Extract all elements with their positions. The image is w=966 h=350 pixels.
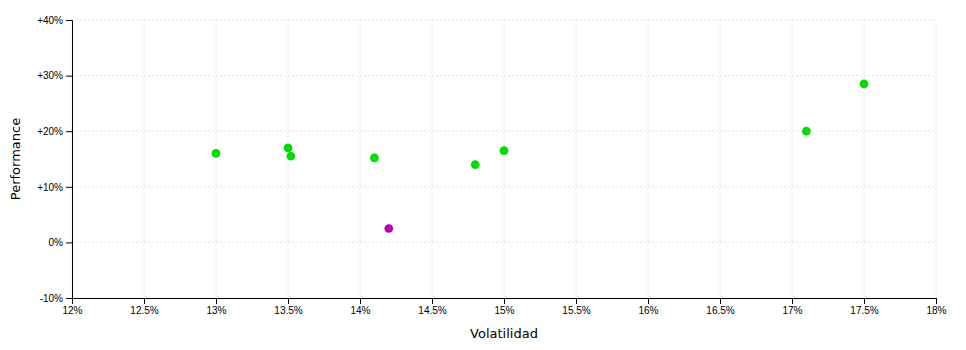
tick-label: 16.5% <box>706 305 734 316</box>
tick: 17% <box>782 298 802 316</box>
tick-label: 15% <box>494 305 514 316</box>
tick-mark <box>66 187 72 188</box>
x-axis: 12% 12.5% 13% 13.5% 14% 14.5% 15% 15.5% 16% 16.5%… <box>62 298 946 316</box>
grid-line <box>576 20 577 298</box>
grid-line <box>936 20 937 298</box>
tick-mark <box>66 76 72 77</box>
tick-mark <box>792 298 793 304</box>
series <box>384 224 393 233</box>
tick-mark <box>504 298 505 304</box>
tick-mark <box>216 298 217 304</box>
tick-label: 15.5% <box>562 305 590 316</box>
tick-mark <box>720 298 721 304</box>
tick-label: +20% <box>37 126 63 137</box>
tick-label: +40% <box>37 15 63 26</box>
x-axis-title: Volatilidad <box>470 326 538 341</box>
tick-mark <box>66 298 72 299</box>
tick-label: 17.5% <box>850 305 878 316</box>
tick-label: 13.5% <box>274 305 302 316</box>
chart: 12% 12.5% 13% 13.5% 14% 14.5% 15% 15.5% 16% 16.5%… <box>0 0 966 350</box>
y-axis-title: Performance <box>8 118 23 200</box>
tick-label: 0% <box>49 237 64 248</box>
tick-label: 13% <box>206 305 226 316</box>
grid-line <box>216 20 217 298</box>
tick: 13.5% <box>274 298 302 316</box>
tick-label: 18% <box>926 305 946 316</box>
tick: 12% <box>62 298 82 316</box>
tick: 12.5% <box>130 298 158 316</box>
axis-line <box>73 299 937 305</box>
tick-mark <box>648 298 649 304</box>
point <box>370 154 379 163</box>
grid-line <box>504 20 505 298</box>
tick: 16.5% <box>706 298 734 316</box>
tick: +40% <box>37 15 72 26</box>
tick: +10% <box>37 182 72 193</box>
tick: 18% <box>926 298 946 316</box>
tick-label: 14% <box>350 305 370 316</box>
tick-mark <box>288 298 289 304</box>
point <box>860 80 869 89</box>
point <box>212 149 221 158</box>
y-axis: -10% 0% +10% +20% +30% +40% <box>37 15 72 304</box>
grid-line <box>864 20 865 298</box>
grid <box>72 20 936 298</box>
tick: 17.5% <box>850 298 878 316</box>
tick-label: +10% <box>37 182 63 193</box>
tick-label: 12.5% <box>130 305 158 316</box>
tick-mark <box>864 298 865 304</box>
tick: 0% <box>49 237 72 248</box>
tick: +20% <box>37 126 72 137</box>
tick-mark <box>360 298 361 304</box>
tick-label: 17% <box>782 305 802 316</box>
plot: 12% 12.5% 13% 13.5% 14% 14.5% 15% 15.5% 16% 16.5%… <box>37 15 946 316</box>
grid-line <box>360 20 361 298</box>
tick-label: -10% <box>40 293 63 304</box>
grid-line <box>144 20 145 298</box>
tick: +30% <box>37 70 72 81</box>
point <box>384 224 393 233</box>
point <box>287 152 296 161</box>
grid-line <box>720 20 721 298</box>
tick: 13% <box>206 298 226 316</box>
point <box>471 160 480 169</box>
point <box>802 127 811 136</box>
point <box>500 146 509 155</box>
series <box>212 80 869 169</box>
tick-mark <box>936 298 937 304</box>
tick: 15% <box>494 298 514 316</box>
grid-line <box>72 186 936 187</box>
tick-mark <box>66 20 72 21</box>
axis-line <box>66 21 73 299</box>
grid-line <box>72 20 936 21</box>
tick: 16% <box>638 298 658 316</box>
tick: 15.5% <box>562 298 590 316</box>
tick-label: 14.5% <box>418 305 446 316</box>
tick: 14.5% <box>418 298 446 316</box>
grid-line <box>72 75 936 76</box>
tick-label: +30% <box>37 70 63 81</box>
grid-line <box>72 242 936 243</box>
tick-mark <box>576 298 577 304</box>
grid-line <box>792 20 793 298</box>
marks <box>212 80 869 233</box>
tick-mark <box>432 298 433 304</box>
point <box>284 144 293 153</box>
tick-label: 12% <box>62 305 82 316</box>
tick-mark <box>66 242 72 243</box>
tick: -10% <box>40 293 72 304</box>
tick-mark <box>144 298 145 304</box>
tick: 14% <box>350 298 370 316</box>
grid-line <box>648 20 649 298</box>
tick-label: 16% <box>638 305 658 316</box>
grid-line <box>432 20 433 298</box>
tick-mark <box>66 131 72 132</box>
